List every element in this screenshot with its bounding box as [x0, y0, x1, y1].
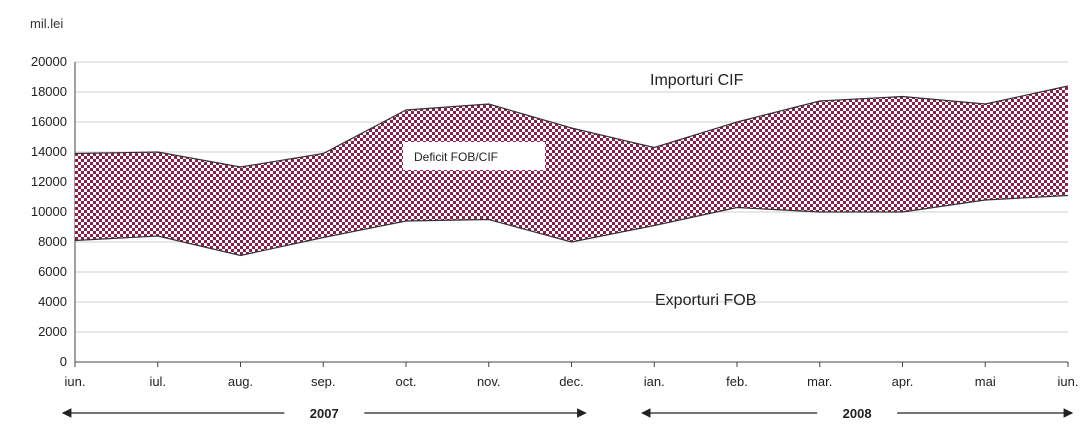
y-tick-label: 10000 — [31, 204, 67, 219]
x-tick-label: mai — [975, 374, 996, 389]
x-tick-label: feb. — [726, 374, 748, 389]
x-tick-label: aug. — [228, 374, 253, 389]
area-label: Deficit FOB/CIF — [414, 150, 498, 164]
x-tick-label: dec. — [559, 374, 584, 389]
y-tick-label: 18000 — [31, 84, 67, 99]
y-axis: 0 2000 4000 6000 8000 10000 12000 14000 16000 180… — [31, 54, 75, 369]
y-tick-label: 12000 — [31, 174, 67, 189]
y-tick-label: 4000 — [38, 294, 67, 309]
y-tick-label: 20000 — [31, 54, 67, 69]
deficit-area — [75, 86, 1068, 256]
x-tick-label: oct. — [396, 374, 417, 389]
x-tick-label: apr. — [892, 374, 914, 389]
series-label-importuri: Importuri CIF — [650, 72, 744, 89]
x-tick-label: iul. — [149, 374, 166, 389]
x-tick-label: iun. — [1058, 374, 1079, 389]
x-tick-label: mar. — [807, 374, 832, 389]
period-axis: 2007 2008 — [63, 406, 1072, 421]
y-tick-label: 16000 — [31, 114, 67, 129]
y-tick-label: 8000 — [38, 234, 67, 249]
period-label: 2007 — [310, 406, 339, 421]
x-tick-label: iun. — [65, 374, 86, 389]
x-tick-label: sep. — [311, 374, 336, 389]
x-axis: iun. iul. aug. sep. oct. nov. dec. ian. feb. mar.… — [65, 362, 1079, 389]
x-tick-label: ian. — [644, 374, 665, 389]
y-tick-label: 6000 — [38, 264, 67, 279]
x-tick-label: nov. — [477, 374, 501, 389]
period-label: 2008 — [843, 406, 872, 421]
unit-label: mil.lei — [30, 16, 63, 31]
series-label-exporturi: Exporturi FOB — [655, 292, 756, 309]
y-tick-label: 14000 — [31, 144, 67, 159]
y-tick-label: 0 — [60, 354, 67, 369]
y-tick-label: 2000 — [38, 324, 67, 339]
